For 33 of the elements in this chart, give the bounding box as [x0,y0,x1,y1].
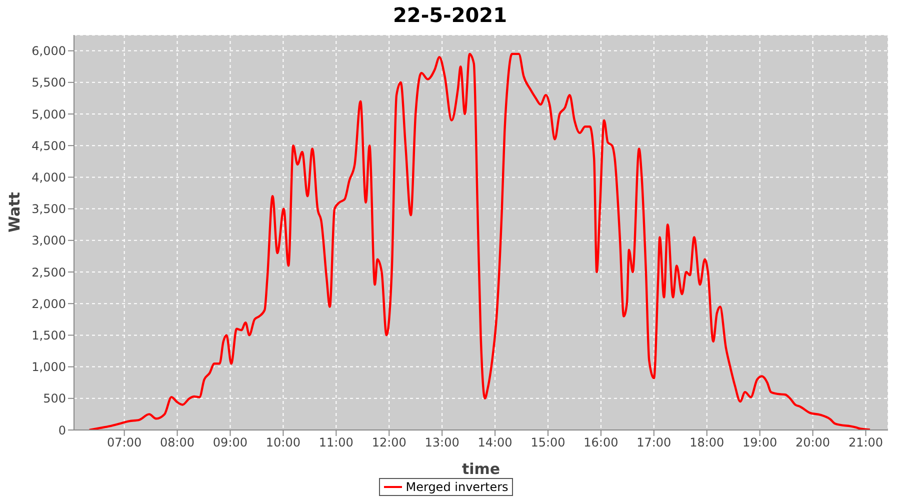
y-tick-label: 1,500 [32,328,66,342]
x-tick-label: 08:00 [160,436,195,450]
y-tick-label: 500 [43,392,66,406]
y-tick-label: 1,000 [32,360,66,374]
x-tick-label: 09:00 [212,436,248,450]
x-tick-label: 20:00 [796,436,830,450]
y-tick-label: 2,500 [32,265,66,280]
x-tick-label: 14:00 [478,436,512,450]
x-tick-label: 18:00 [690,436,724,450]
y-tick-label: 5,000 [32,107,66,122]
x-tick-label: 12:00 [372,436,406,450]
x-tick-label: 15:00 [530,436,566,450]
chart-title: 22-5-2021 [392,3,508,29]
y-axis-title: Watt [5,192,24,232]
y-tick-label: 2,000 [32,296,66,311]
y-tick-label: 0 [58,423,66,438]
x-tick-label: 11:00 [318,436,354,450]
legend-label: Merged inverters [406,480,508,494]
y-tick-label: 4,500 [32,138,66,153]
x-tick-label: 21:00 [848,436,884,450]
y-tick-label: 3,500 [32,202,66,216]
x-tick-label: 19:00 [742,436,778,450]
y-tick-label: 4,000 [32,170,66,184]
y-tick-label: 6,000 [32,44,66,58]
line-series [88,52,872,430]
x-tick-label: 16:00 [584,436,618,450]
x-tick-label: 17:00 [636,436,672,450]
x-axis-title: time [462,460,500,478]
x-tick-label: 07:00 [107,436,142,450]
x-tick-label: 10:00 [266,436,300,450]
x-tick-label: 13:00 [424,436,460,450]
y-tick-label: 3,000 [32,234,66,248]
y-tick-label: 5,500 [32,76,66,90]
